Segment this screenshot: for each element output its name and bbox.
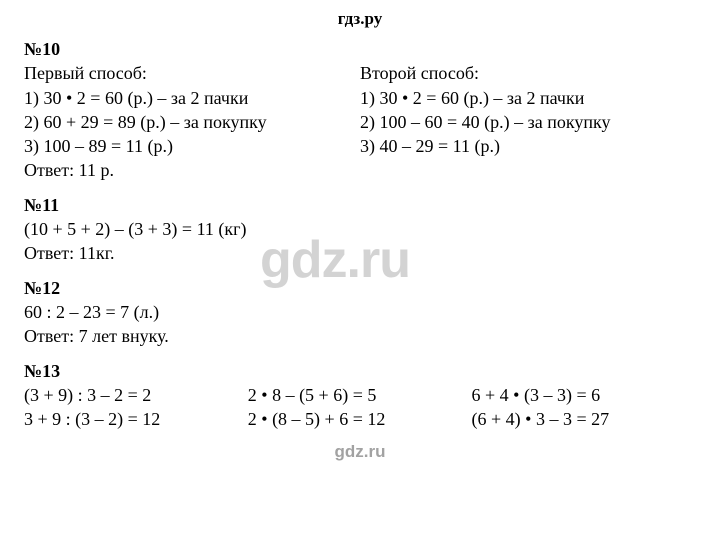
page-footer: gdz.ru [24,441,696,464]
problem-number: №10 [24,37,696,61]
solution-line: (10 + 5 + 2) – (3 + 3) = 11 (кг) [24,217,696,241]
equation-line: (6 + 4) • 3 – 3 = 27 [472,407,696,431]
solution-line: 1) 30 • 2 = 60 (р.) – за 2 пачки [24,86,360,110]
equation-line: 3 + 9 : (3 – 2) = 12 [24,407,248,431]
equation-column-1: (3 + 9) : 3 – 2 = 2 3 + 9 : (3 – 2) = 12 [24,383,248,432]
answer-line: Ответ: 11кг. [24,241,696,265]
solution-line: 3) 100 – 89 = 11 (р.) [24,134,360,158]
equation-line: 2 • 8 – (5 + 6) = 5 [248,383,472,407]
solution-line: 1) 30 • 2 = 60 (р.) – за 2 пачки [360,86,696,110]
equation-column-3: 6 + 4 • (3 – 3) = 6 (6 + 4) • 3 – 3 = 27 [472,383,696,432]
problem-number: №11 [24,193,696,217]
answer-line: Ответ: 11 р. [24,158,360,182]
method-1-column: Первый способ: 1) 30 • 2 = 60 (р.) – за … [24,61,360,182]
problem-13: №13 (3 + 9) : 3 – 2 = 2 3 + 9 : (3 – 2) … [24,359,696,432]
page-header: гдз.ру [24,8,696,31]
solution-line: 3) 40 – 29 = 11 (р.) [360,134,696,158]
solution-line: 60 : 2 – 23 = 7 (л.) [24,300,696,324]
equation-column-2: 2 • 8 – (5 + 6) = 5 2 • (8 – 5) + 6 = 12 [248,383,472,432]
method-title: Первый способ: [24,61,360,85]
problem-11: №11 (10 + 5 + 2) – (3 + 3) = 11 (кг) Отв… [24,193,696,266]
problem-number: №12 [24,276,696,300]
solution-line: 2) 100 – 60 = 40 (р.) – за покупку [360,110,696,134]
problem-12: №12 60 : 2 – 23 = 7 (л.) Ответ: 7 лет вн… [24,276,696,349]
answer-line: Ответ: 7 лет внуку. [24,324,696,348]
two-column-layout: Первый способ: 1) 30 • 2 = 60 (р.) – за … [24,61,696,182]
problem-number: №13 [24,359,696,383]
method-2-column: Второй способ: 1) 30 • 2 = 60 (р.) – за … [360,61,696,182]
method-title: Второй способ: [360,61,696,85]
equation-line: 6 + 4 • (3 – 3) = 6 [472,383,696,407]
equation-line: (3 + 9) : 3 – 2 = 2 [24,383,248,407]
solution-line: 2) 60 + 29 = 89 (р.) – за покупку [24,110,360,134]
equation-line: 2 • (8 – 5) + 6 = 12 [248,407,472,431]
problem-10: №10 Первый способ: 1) 30 • 2 = 60 (р.) –… [24,37,696,183]
three-column-layout: (3 + 9) : 3 – 2 = 2 3 + 9 : (3 – 2) = 12… [24,383,696,432]
